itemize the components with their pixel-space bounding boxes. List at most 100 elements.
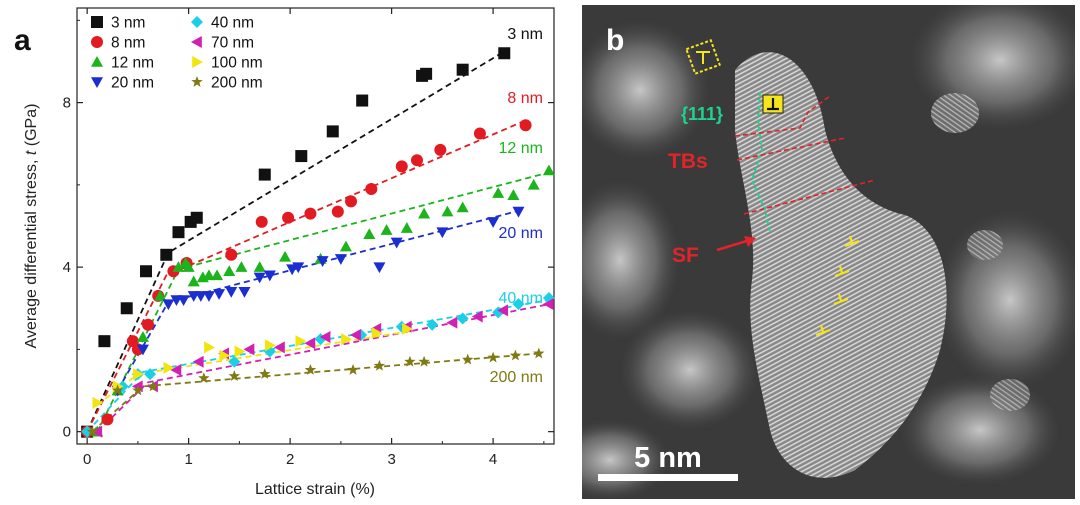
data-point-70-nm (304, 337, 316, 350)
x-tick-label: 1 (184, 451, 192, 468)
series-label-8-nm: 8 nm (507, 90, 543, 107)
data-point-12-nm (172, 261, 185, 272)
data-point-12-nm (136, 331, 149, 342)
plot-frame (76, 7, 555, 445)
x-axis-title: Lattice strain (%) (255, 481, 375, 498)
fit-line-3-nm (86, 48, 509, 433)
data-point-20-nm (436, 227, 449, 239)
data-point-70-nm (91, 425, 103, 438)
data-point-200-nm (462, 353, 474, 365)
data-point-3-nm (120, 302, 133, 315)
micrograph-blob (582, 180, 680, 340)
legend-label-8-nm: 8 nm (111, 35, 145, 52)
y-tick-label: 8 (63, 95, 71, 112)
y-tick-label: 4 (63, 259, 71, 276)
legend-label-20-nm: 20 nm (111, 75, 154, 92)
data-point-8-nm (410, 154, 423, 167)
data-point-70-nm (273, 341, 285, 354)
data-point-8-nm (395, 160, 408, 173)
data-point-12-nm (202, 269, 215, 281)
series-label-20-nm: 20 nm (499, 225, 543, 242)
data-point-40-nm (228, 355, 241, 368)
data-point-200-nm (86, 425, 98, 437)
series-labels: 3 nm 8 nm 12 nm 20 nm 40 nm 200 nm (490, 26, 543, 386)
data-point-12-nm (223, 265, 236, 277)
data-point-12-nm (187, 275, 200, 287)
data-point-100-nm (341, 333, 352, 346)
data-point-3-nm (172, 226, 185, 239)
data-point-3-nm (98, 335, 111, 348)
micrograph-blob (582, 20, 710, 160)
data-point-20-nm (238, 287, 251, 298)
dislocation-icon (834, 265, 850, 278)
hrtem-micrograph (582, 5, 1075, 499)
data-point-20-nm (213, 289, 226, 300)
data-point-12-nm (441, 205, 454, 217)
data-point-20-nm (487, 217, 500, 228)
axis-ticks: 0 1 2 3 4 0 4 8 (63, 8, 554, 468)
data-point-20-nm (512, 206, 525, 218)
fit-line-40-nm (86, 299, 550, 433)
data-point-200-nm (147, 380, 159, 392)
legend-marker-8-nm (91, 36, 103, 48)
legend-marker-70-nm (191, 36, 202, 48)
data-point-70-nm (350, 329, 361, 341)
data-point-200-nm (404, 355, 416, 367)
data-point-20-nm (263, 270, 276, 282)
fit-lines (86, 48, 550, 433)
y-axis-title: Average differential stress, t (GPa) (23, 104, 40, 349)
micrograph-blob (935, 210, 1075, 390)
data-point-12-nm (492, 187, 505, 198)
data-markers (81, 47, 555, 438)
data-point-3-nm (420, 67, 433, 80)
legend-label-200-nm: 200 nm (211, 75, 263, 92)
fit-line-70-nm (96, 303, 550, 433)
legend: 3 nm 8 nm 12 nm 20 nm 40 nm 70 nm 100 nm 200 nm (91, 15, 263, 92)
data-point-100-nm (163, 361, 175, 374)
data-point-3-nm (356, 94, 369, 107)
data-point-12-nm (279, 250, 292, 262)
data-point-70-nm (497, 304, 509, 317)
data-point-12-nm (363, 228, 376, 240)
data-point-8-nm (331, 205, 344, 218)
data-point-20-nm (253, 272, 266, 284)
twin-plane-line (750, 91, 771, 233)
twin-boundary-line (736, 137, 846, 161)
y-axis-title-prefix: Average differential stress, (23, 155, 40, 348)
data-point-100-nm (92, 396, 104, 409)
data-point-12-nm (418, 207, 431, 219)
series-label-40-nm: 40 nm (499, 290, 543, 307)
data-point-100-nm (204, 341, 215, 354)
scale-bar (598, 474, 738, 481)
data-point-8-nm (101, 413, 114, 426)
data-point-8-nm (282, 211, 295, 224)
legend-label-40-nm: 40 nm (211, 15, 254, 32)
data-point-12-nm (542, 164, 555, 176)
x-tick-label: 2 (286, 451, 294, 468)
legend-label-12-nm: 12 nm (111, 55, 154, 72)
dislocation-icon (815, 324, 831, 337)
data-point-100-nm (234, 345, 246, 358)
data-point-70-nm (471, 310, 483, 323)
panel-b-letter: b (606, 24, 624, 57)
dislocation-markers (815, 235, 860, 337)
data-point-12-nm (235, 261, 248, 272)
data-point-200-nm (259, 368, 271, 379)
data-point-20-nm (225, 287, 238, 298)
sf-arrow (716, 238, 751, 252)
data-point-3-nm (160, 248, 173, 261)
data-point-12-nm (253, 261, 266, 272)
micrograph-particle (990, 379, 1030, 411)
data-point-3-nm (295, 150, 308, 163)
micrograph-annotations: b {111} TBs SF 5 nm (598, 24, 876, 481)
twin-boundary-line (743, 179, 876, 215)
data-point-3-nm (326, 125, 339, 138)
data-point-20-nm (194, 291, 207, 302)
scale-bar-label: 5 nm (634, 442, 702, 474)
data-point-8-nm (365, 182, 378, 195)
data-point-200-nm (304, 363, 317, 375)
data-point-40-nm (512, 298, 525, 311)
x-tick-label: 4 (489, 451, 497, 468)
label-tbs: TBs (668, 150, 708, 173)
